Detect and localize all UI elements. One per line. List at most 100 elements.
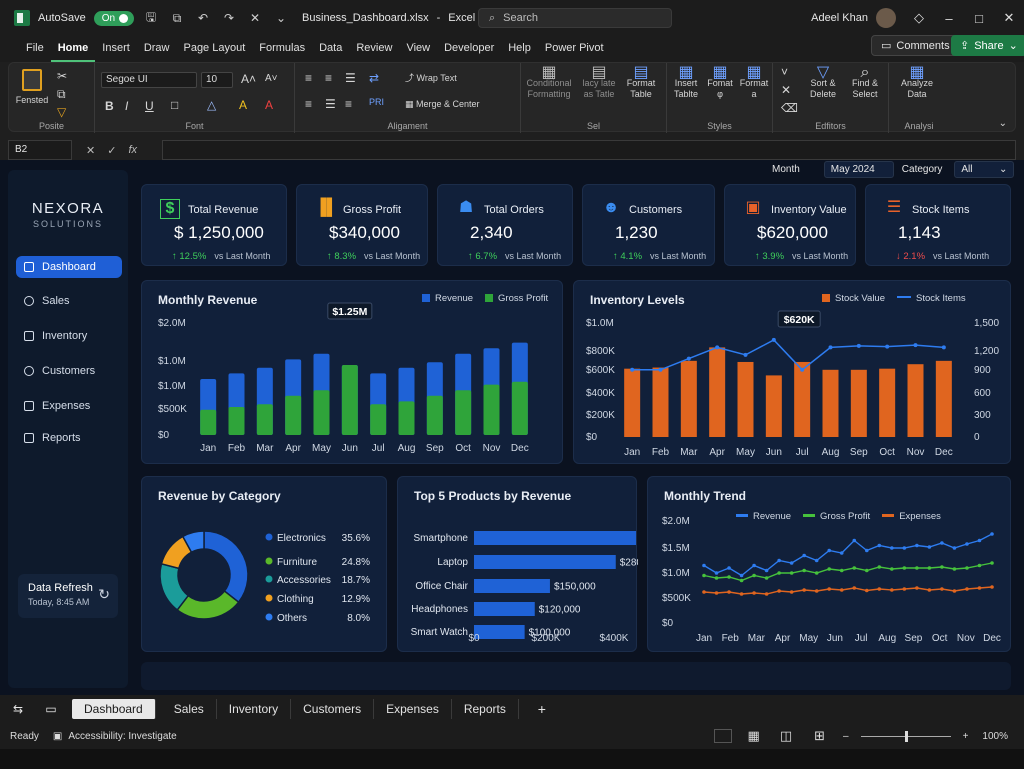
sheet-tab-dashboard[interactable]: Dashboard (72, 699, 156, 719)
tab-developer[interactable]: Developer (444, 42, 495, 54)
share-button[interactable]: ⇪ Share ⌄ (951, 35, 1024, 56)
page-break-icon[interactable]: ⊞ (814, 728, 826, 743)
border-icon[interactable]: □ (171, 98, 179, 112)
increase-font-icon[interactable]: A˄ (241, 72, 257, 86)
align-left-icon[interactable]: ☰ (345, 71, 356, 85)
tab-home[interactable]: Home (50, 36, 96, 62)
format-table-button[interactable]: ▤ Format Table (621, 65, 661, 100)
accessibility-icon[interactable]: ▣ (52, 730, 63, 742)
analyze-data-button[interactable]: ▦ Analyze Data (895, 65, 939, 100)
insert-table-button[interactable]: ▦ Insert Tablte (669, 65, 703, 100)
cut-icon[interactable]: ✂ (57, 69, 68, 83)
sidebar-item-dashboard[interactable]: Dashboard (16, 256, 122, 278)
tab-help[interactable]: Help (508, 42, 531, 54)
accessibility-status[interactable]: Accessibility: Investigate (68, 730, 177, 742)
sidebar-item-reports[interactable]: Reports (16, 427, 122, 449)
format-as-table-button[interactable]: ▤ lacy late as Tatle (577, 65, 621, 100)
autosum-icon[interactable]: ˅ (781, 65, 789, 79)
format-painter-icon[interactable]: ▽ (57, 105, 67, 119)
copy-format-icon[interactable]: ⧉ (57, 87, 66, 101)
merge-center-button[interactable]: ▦ Merge & Center (405, 99, 480, 109)
highlight-icon[interactable]: A (265, 98, 274, 112)
sheet-tab-reports[interactable]: Reports (452, 699, 519, 719)
orientation-icon[interactable]: ⇄ (369, 71, 380, 85)
zoom-level[interactable]: 100% (982, 730, 1008, 742)
format-styles-button[interactable]: ▦ Format a (737, 65, 771, 100)
sort-filter-button[interactable]: ▽ Sort & Delete (803, 65, 843, 100)
indent-icon[interactable]: PRI (369, 97, 385, 107)
cancel-icon[interactable]: ✕ (86, 144, 96, 157)
tab-formulas[interactable]: Formulas (259, 42, 306, 54)
name-box[interactable]: B2 (8, 140, 72, 160)
maximize-icon[interactable]: □ (975, 10, 983, 26)
sidebar-item-inventory[interactable]: Inventory (16, 325, 122, 347)
wrap-text-button[interactable]: ⤴ Wrap Text (405, 73, 457, 83)
tab-data[interactable]: Data (319, 42, 343, 54)
decrease-font-icon[interactable]: A˅ (265, 73, 278, 84)
italic-icon[interactable]: I (125, 99, 129, 113)
tab-review[interactable]: Review (356, 42, 393, 54)
align-right-icon[interactable]: ≡ (305, 97, 313, 111)
tab-power-pivot[interactable]: Power Pivot (544, 42, 604, 54)
tab-view[interactable]: View (406, 42, 431, 54)
sheet-list-icon[interactable]: ▭ (45, 702, 57, 716)
tab-insert[interactable]: Insert (102, 42, 130, 54)
refresh-icon[interactable]: ↻ (98, 586, 110, 602)
category-select[interactable]: All ⌄ (954, 160, 1015, 178)
customize-chevron-icon[interactable]: ⌄ (276, 11, 287, 25)
close-icon[interactable]: ✕ (1003, 10, 1015, 25)
function-icon[interactable]: fx (128, 143, 137, 156)
sheet-tab-inventory[interactable]: Inventory (217, 699, 292, 719)
font-size-select[interactable]: 10 (201, 72, 233, 88)
normal-view-icon[interactable] (713, 729, 732, 743)
fill-color-icon[interactable]: △ (207, 98, 217, 112)
conditional-formatting-button[interactable]: ▦ Conditional Formatting (526, 64, 572, 100)
collapse-ribbon-icon[interactable]: ⌄ (998, 118, 1007, 129)
avatar[interactable] (876, 8, 896, 28)
find-select-button[interactable]: ⌕ Find & Select (845, 65, 885, 100)
copy-icon[interactable]: ⧉ (172, 10, 182, 25)
minimize-icon[interactable]: – (945, 10, 953, 26)
undo-icon[interactable]: ↶ (198, 11, 209, 25)
sheet-tab-sales[interactable]: Sales (162, 699, 217, 719)
formula-input[interactable] (162, 140, 1016, 160)
align-middle-icon[interactable]: ≡ (325, 71, 333, 85)
sheet-nav-icon[interactable]: ⇆ (12, 702, 24, 716)
clear-format-icon[interactable]: ⌫ (781, 101, 798, 115)
center-icon[interactable]: ☰ (325, 97, 336, 111)
align-top-icon[interactable]: ≡ (305, 71, 313, 85)
autosave-toggle[interactable]: On (93, 10, 135, 26)
sheet-tab-expenses[interactable]: Expenses (374, 699, 452, 719)
save-icon[interactable]: 🖫 (145, 9, 157, 24)
page-layout-icon[interactable]: ◫ (779, 728, 793, 743)
comments-button[interactable]: ▭ Comments (871, 35, 960, 56)
sidebar-item-sales[interactable]: Sales (16, 290, 122, 312)
add-sheet-icon[interactable]: + (537, 701, 546, 717)
tab-page-layout[interactable]: Page Layout (183, 42, 246, 54)
sidebar-item-expenses[interactable]: Expenses (16, 395, 122, 417)
month-select[interactable]: May 2024 (823, 160, 894, 178)
sheet-tab-customers[interactable]: Customers (291, 699, 375, 719)
trend-point (927, 566, 932, 570)
font-color-icon[interactable]: A (239, 98, 248, 112)
search-box[interactable]: ⌕ Search (478, 8, 672, 28)
zoom-out-icon[interactable]: – (843, 730, 849, 742)
tab-file[interactable]: File (26, 42, 44, 54)
confirm-icon[interactable]: ✓ (107, 144, 117, 157)
tab-draw[interactable]: Draw (143, 42, 170, 54)
justify-icon[interactable]: ≡ (345, 97, 353, 111)
grid-view-icon[interactable]: ▦ (747, 728, 760, 743)
fill-icon[interactable]: ✕ (781, 83, 792, 97)
bold-icon[interactable]: B (105, 99, 114, 113)
clear-icon[interactable]: ✕ (250, 11, 261, 25)
zoom-in-icon[interactable]: + (962, 730, 969, 742)
data-refresh-card[interactable]: Data Refresh Today, 8:45 AM ↻ (18, 574, 118, 618)
sidebar-item-customers[interactable]: Customers (16, 360, 122, 382)
redo-icon[interactable]: ↷ (224, 11, 235, 25)
font-name-select[interactable]: Segoe UI (101, 72, 197, 88)
format-button[interactable]: ▦ Fomat φ (703, 65, 737, 100)
paste-button[interactable]: Fensted (15, 69, 49, 106)
underline-icon[interactable]: U (145, 99, 154, 113)
zoom-slider[interactable] (860, 730, 951, 742)
diamond-icon[interactable]: ◇ (914, 10, 924, 25)
